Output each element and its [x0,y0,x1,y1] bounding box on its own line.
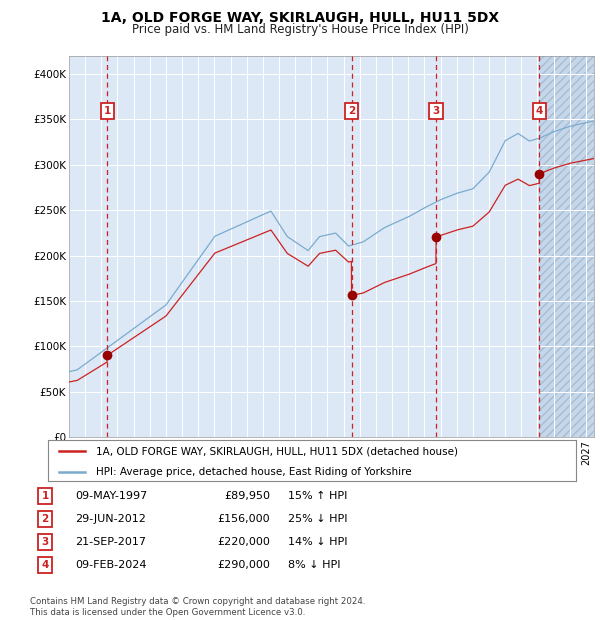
Text: 3: 3 [433,106,440,116]
Bar [539,56,594,437]
Text: 09-MAY-1997: 09-MAY-1997 [75,491,147,501]
Text: 1: 1 [41,491,49,501]
Text: 2: 2 [348,106,355,116]
Text: 09-FEB-2024: 09-FEB-2024 [75,560,146,570]
Text: 4: 4 [41,560,49,570]
Text: 1A, OLD FORGE WAY, SKIRLAUGH, HULL, HU11 5DX (detached house): 1A, OLD FORGE WAY, SKIRLAUGH, HULL, HU11… [95,446,458,456]
Text: 15% ↑ HPI: 15% ↑ HPI [288,491,347,501]
Bar [539,56,594,437]
Text: 4: 4 [536,106,543,116]
Text: £290,000: £290,000 [217,560,270,570]
Text: £220,000: £220,000 [217,537,270,547]
Text: 29-JUN-2012: 29-JUN-2012 [75,514,146,524]
Text: £89,950: £89,950 [224,491,270,501]
Text: 3: 3 [41,537,49,547]
Text: 2: 2 [41,514,49,524]
Text: Price paid vs. HM Land Registry's House Price Index (HPI): Price paid vs. HM Land Registry's House … [131,23,469,36]
Text: 14% ↓ HPI: 14% ↓ HPI [288,537,347,547]
Text: 1A, OLD FORGE WAY, SKIRLAUGH, HULL, HU11 5DX: 1A, OLD FORGE WAY, SKIRLAUGH, HULL, HU11… [101,11,499,25]
Text: 1: 1 [103,106,111,116]
Text: 8% ↓ HPI: 8% ↓ HPI [288,560,341,570]
Text: £156,000: £156,000 [217,514,270,524]
Text: HPI: Average price, detached house, East Riding of Yorkshire: HPI: Average price, detached house, East… [95,467,411,477]
Text: 25% ↓ HPI: 25% ↓ HPI [288,514,347,524]
Text: 21-SEP-2017: 21-SEP-2017 [75,537,146,547]
Text: Contains HM Land Registry data © Crown copyright and database right 2024.
This d: Contains HM Land Registry data © Crown c… [30,598,365,617]
